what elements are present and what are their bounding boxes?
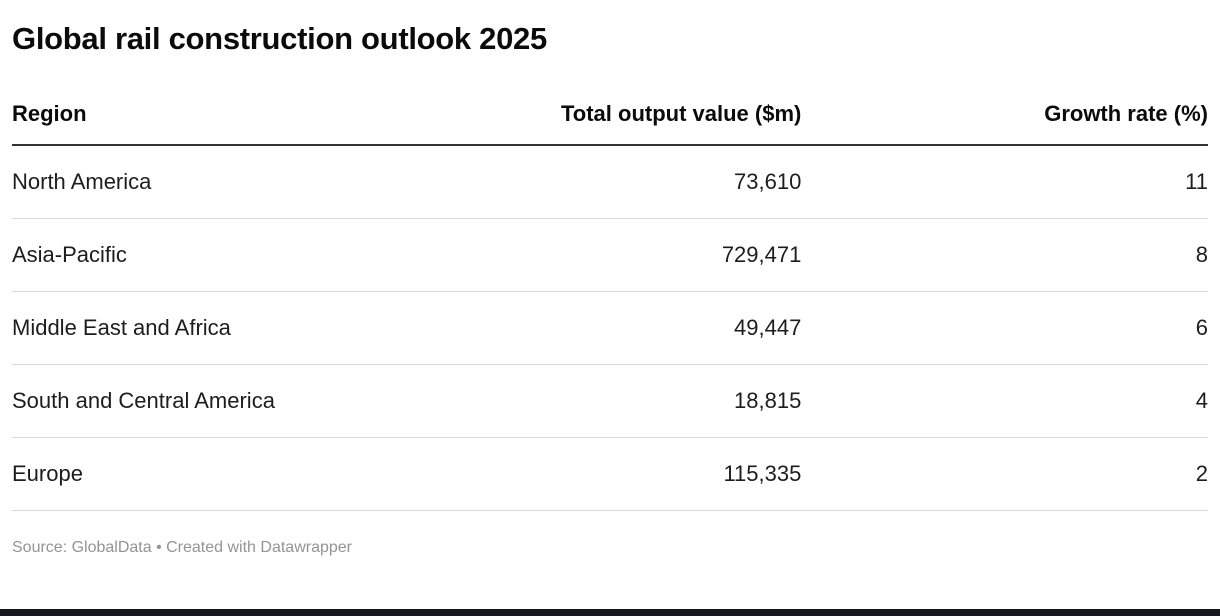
- output-value-cell: 49,447: [734, 315, 802, 341]
- output-value-cell: 18,815: [734, 388, 802, 414]
- source-line: Source: GlobalData • Created with Datawr…: [12, 539, 352, 557]
- growth-rate-cell: 4: [1195, 388, 1208, 414]
- table-row: Europe 115,335 2: [12, 438, 1208, 511]
- region-cell: Europe: [12, 461, 83, 487]
- region-cell: Asia-Pacific: [12, 242, 127, 268]
- header-cell: Region: [12, 101, 87, 127]
- region-cell: South and Central America: [12, 388, 275, 414]
- output-value-cell: 73,610: [734, 169, 802, 195]
- output-value-cell: 115,335: [723, 461, 802, 487]
- header-cell: Growth rate (%): [1044, 101, 1208, 127]
- table-row: Middle East and Africa 49,447 6: [12, 292, 1208, 365]
- table-row: North America 73,610 11: [12, 145, 1208, 219]
- chart-title: Global rail construction outlook 2025: [12, 21, 547, 56]
- region-cell: Middle East and Africa: [12, 315, 231, 341]
- growth-rate-cell: 2: [1195, 461, 1208, 487]
- table-row: South and Central America 18,815 4: [12, 365, 1208, 438]
- data-table: Region Total output value ($m) Growth rate…: [12, 101, 1208, 511]
- table-header-row: Region Total output value ($m) Growth rate…: [12, 101, 1208, 146]
- chart-container: Global rail construction outlook 2025 Re…: [12, 21, 1208, 557]
- region-cell: North America: [12, 169, 152, 195]
- output-value-cell: 729,471: [721, 242, 802, 268]
- growth-rate-cell: 11: [1185, 169, 1208, 195]
- growth-rate-cell: 6: [1195, 315, 1208, 341]
- bottom-bar: [0, 609, 1220, 616]
- growth-rate-cell: 8: [1195, 242, 1208, 268]
- table-body: North America 73,610 11 Asia-Pacific 729,471…: [12, 145, 1208, 511]
- table-row: Asia-Pacific 729,471 8: [12, 219, 1208, 292]
- header-cell: Total output value ($m): [560, 101, 802, 127]
